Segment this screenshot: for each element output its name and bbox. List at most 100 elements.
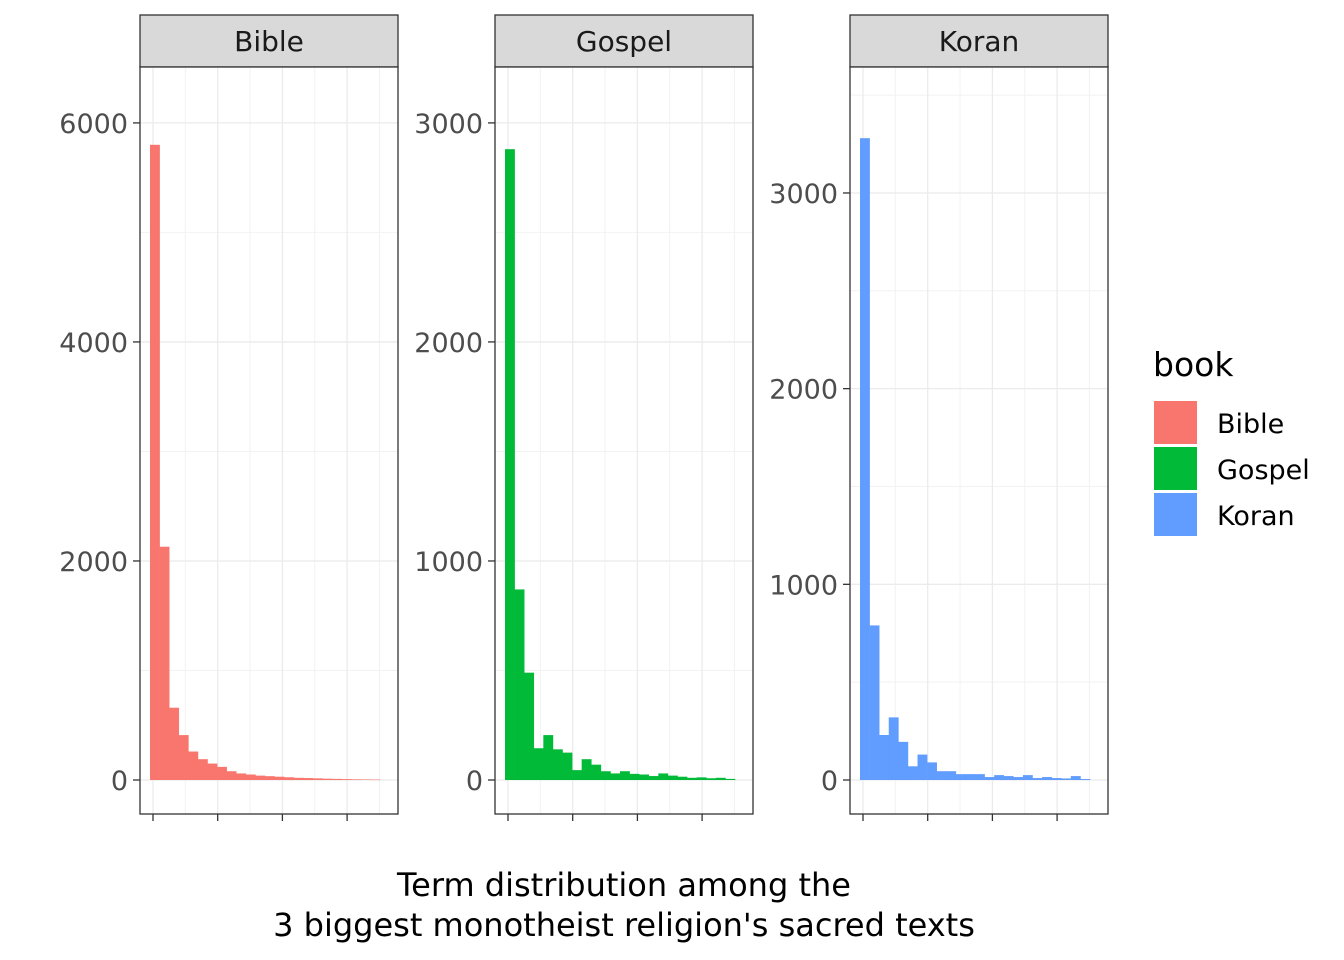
histogram-bar	[1070, 776, 1081, 780]
histogram-bar	[514, 589, 525, 780]
histogram-bar	[1022, 775, 1033, 780]
histogram-bar	[245, 774, 256, 780]
histogram-bar	[524, 672, 535, 780]
facet-strip-koran	[849, 14, 1109, 68]
histogram-bar	[341, 779, 352, 780]
histogram-bar	[907, 766, 918, 780]
histogram-bar	[572, 770, 582, 780]
histogram-bar	[658, 773, 669, 780]
histogram-bar	[236, 773, 247, 780]
histogram-bar	[600, 771, 611, 780]
histogram-bar	[312, 778, 323, 780]
histogram-bar	[1061, 778, 1072, 780]
legend-label-bible: Bible	[1217, 409, 1284, 440]
histogram-bar	[226, 771, 237, 780]
histogram-bar	[629, 773, 640, 780]
histogram-bar	[505, 149, 515, 780]
histogram-bar	[984, 777, 995, 780]
panel-background	[140, 67, 398, 814]
histogram-bar	[293, 777, 304, 780]
histogram-bar	[543, 735, 554, 780]
histogram-bar	[360, 779, 371, 780]
y-tick-label: 3000	[769, 179, 838, 210]
y-tick-label: 3000	[414, 109, 483, 140]
histogram-bar	[898, 741, 909, 780]
histogram-bar	[303, 778, 314, 780]
histogram-bar	[197, 759, 208, 780]
y-tick-label: 0	[111, 766, 128, 797]
histogram-bar	[207, 763, 218, 780]
histogram-bar	[648, 776, 659, 780]
histogram-bar	[159, 546, 170, 780]
histogram-bar	[562, 752, 573, 780]
facet-label: Gospel	[576, 25, 672, 58]
legend-key-gospel	[1154, 447, 1197, 490]
panel-background	[495, 67, 753, 814]
histogram-bar	[332, 778, 342, 780]
histogram-bar	[1013, 777, 1024, 780]
legend-key-koran	[1154, 493, 1197, 536]
x-axis-label: Term distribution among the	[396, 866, 851, 904]
histogram-bar	[552, 749, 563, 780]
histogram-bar	[879, 734, 890, 780]
y-tick-label: 2000	[59, 547, 128, 578]
histogram-bar	[284, 777, 295, 780]
facet-label: Koran	[939, 25, 1020, 58]
histogram-bar	[265, 776, 275, 780]
histogram-bar	[715, 777, 726, 780]
histogram-bar	[860, 138, 870, 780]
facet-strip-bible	[139, 14, 399, 68]
histogram-bar	[591, 764, 602, 780]
histogram-bar	[975, 774, 985, 780]
histogram-bar	[620, 771, 630, 780]
legend-key-bible	[1154, 401, 1197, 444]
histogram-bar	[1080, 779, 1091, 780]
histogram-bar	[936, 771, 947, 780]
histogram-bar	[274, 776, 285, 780]
y-tick-label: 1000	[769, 570, 838, 601]
histogram-bar	[869, 625, 880, 780]
y-tick-label: 2000	[769, 375, 838, 406]
histogram-bar	[955, 774, 966, 780]
histogram-bar	[581, 759, 592, 780]
histogram-bar	[1003, 776, 1014, 780]
histogram-bar	[639, 774, 650, 780]
facet-label: Bible	[234, 25, 304, 58]
histogram-bar	[917, 754, 928, 780]
y-tick-label: 6000	[59, 109, 128, 140]
histogram-bar	[370, 779, 381, 781]
histogram-bar	[946, 771, 957, 780]
panel-border	[849, 66, 1109, 815]
legend-title: book	[1153, 345, 1234, 384]
x-axis-label: 3 biggest monotheist religion's sacred t…	[273, 906, 975, 944]
histogram-bar	[322, 778, 333, 780]
y-tick-label: 0	[466, 766, 483, 797]
histogram-bar	[965, 774, 976, 780]
histogram-bar	[725, 778, 736, 780]
panel-border	[139, 66, 399, 815]
histogram-bar	[217, 766, 227, 780]
y-tick-label: 4000	[59, 328, 128, 359]
histogram-bar	[888, 717, 899, 780]
histogram-bar	[255, 775, 266, 780]
histogram-bar	[178, 735, 189, 780]
histogram-bar	[169, 707, 180, 780]
y-tick-label: 1000	[414, 547, 483, 578]
histogram-bar	[610, 773, 621, 780]
legend-label-gospel: Gospel	[1217, 455, 1310, 486]
histogram-bar	[1042, 777, 1052, 780]
legend-label-koran: Koran	[1217, 501, 1295, 532]
histogram-bar	[927, 762, 937, 780]
facet-strip-gospel	[494, 14, 754, 68]
histogram-bar	[1032, 778, 1043, 780]
y-tick-label: 2000	[414, 328, 483, 359]
histogram-bar	[1051, 778, 1062, 780]
histogram-bar	[677, 776, 688, 780]
histogram-bar	[706, 778, 717, 780]
histogram-bar	[533, 748, 544, 780]
histogram-bar	[994, 775, 1005, 780]
histogram-bar	[351, 779, 362, 780]
y-tick-label: 0	[821, 766, 838, 797]
histogram-bar	[687, 777, 697, 780]
